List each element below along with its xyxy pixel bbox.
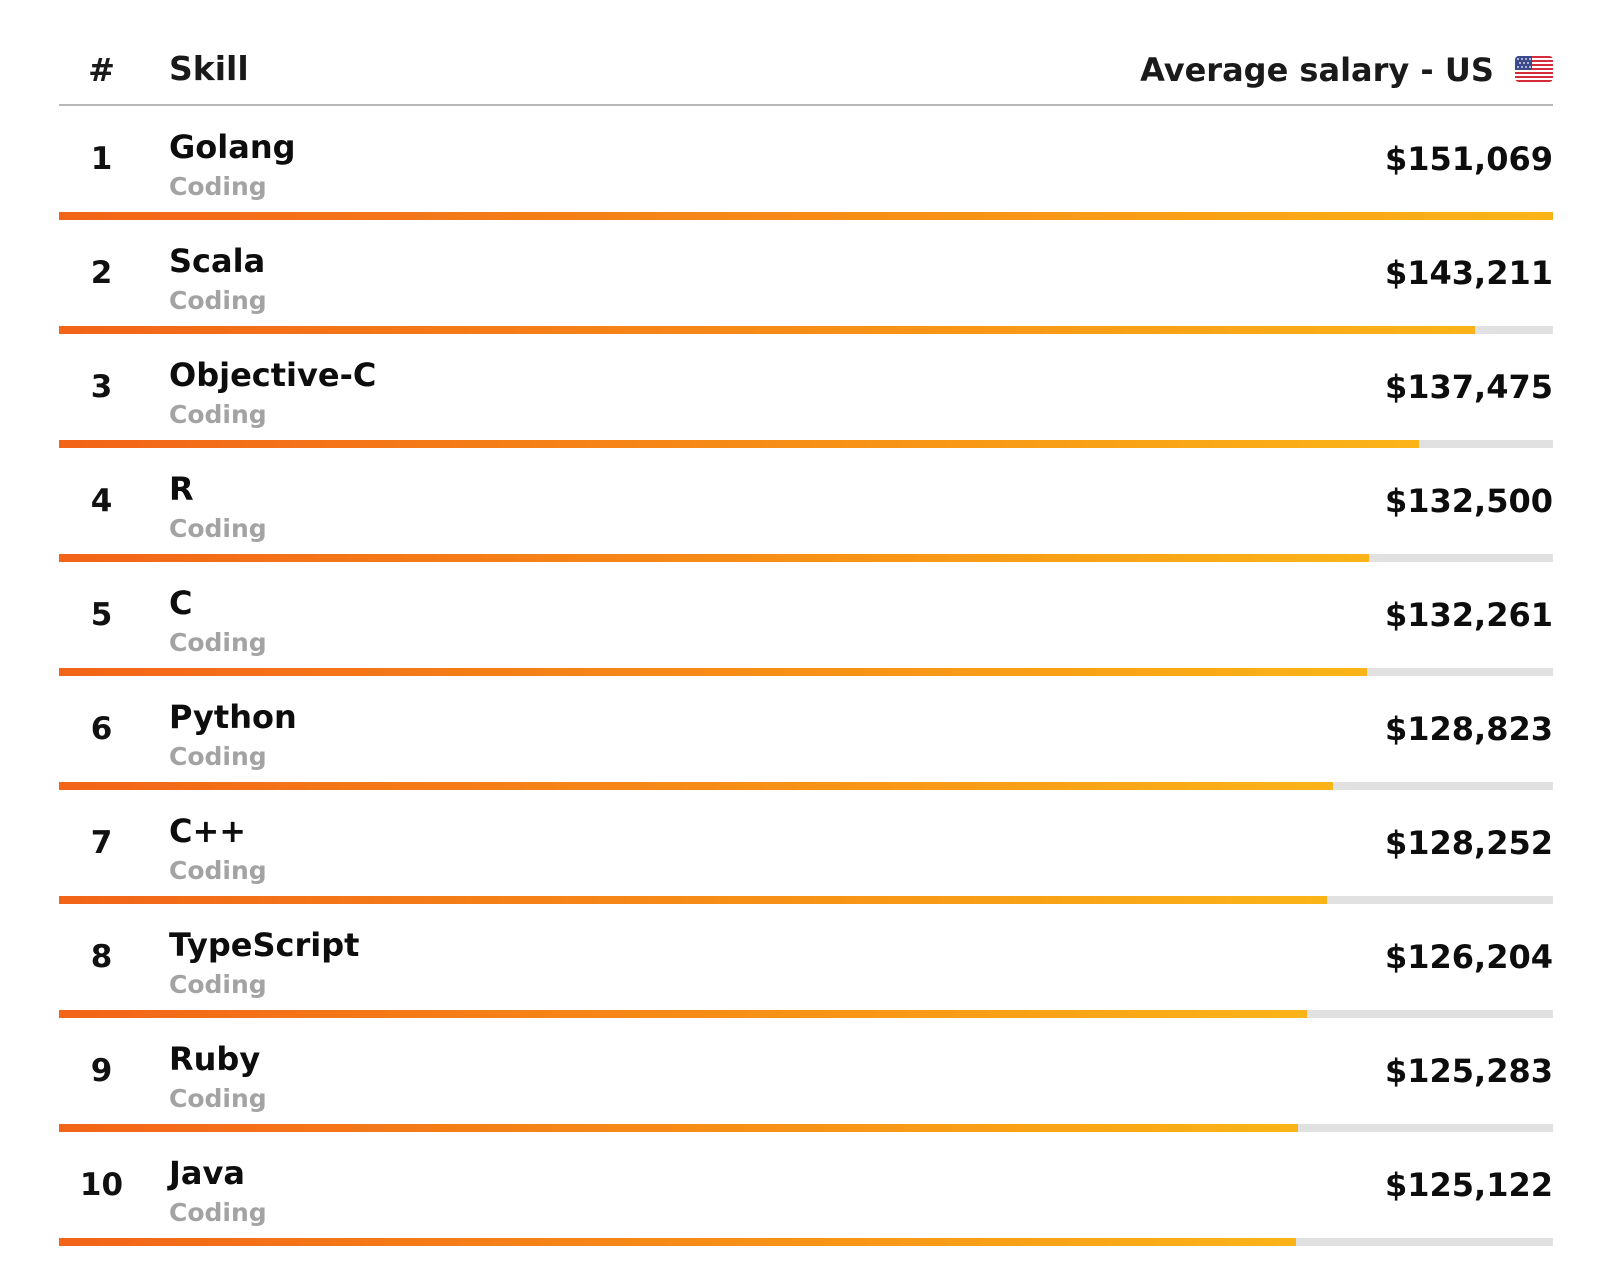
salary-bar-track [59, 1238, 1553, 1246]
skill-category: Coding [169, 856, 267, 885]
table-header: # Skill Average salary - US [59, 0, 1553, 106]
salary-column-header-label: Average salary - US [1140, 51, 1494, 89]
skill-name: Golang [169, 128, 296, 166]
rank-number: 8 [90, 939, 113, 975]
skill-category: Coding [169, 514, 267, 543]
salary-value: $137,475 [1384, 368, 1553, 406]
salary-bar-track [59, 782, 1553, 790]
skill-category: Coding [169, 970, 267, 999]
skill-name: Java [169, 1154, 245, 1192]
rank-number: 6 [90, 711, 113, 747]
rank-number: 2 [90, 255, 113, 291]
salary-bar [59, 1124, 1298, 1132]
table-row: 8 TypeScript Coding $126,204 [59, 904, 1553, 1018]
table-row: 4 R Coding $132,500 [59, 448, 1553, 562]
skill-name: Python [169, 698, 297, 736]
salary-value: $132,500 [1384, 482, 1553, 520]
salary-bar [59, 440, 1419, 448]
rank-number: 4 [90, 483, 113, 519]
salary-bar [59, 1010, 1308, 1018]
rank-number: 9 [90, 1053, 113, 1089]
rank-number: 3 [90, 369, 113, 405]
salary-bar-track [59, 212, 1553, 220]
salary-value: $128,252 [1384, 824, 1553, 862]
skill-category: Coding [169, 286, 267, 315]
salary-value: $143,211 [1384, 254, 1553, 292]
salary-table: # Skill Average salary - US [59, 0, 1553, 1246]
salary-value: $132,261 [1384, 596, 1553, 634]
salary-value: $151,069 [1384, 140, 1553, 178]
salary-bar-track [59, 1124, 1553, 1132]
skill-column-header: Skill [169, 49, 249, 88]
salary-bar [59, 326, 1476, 334]
table-row: 1 Golang Coding $151,069 [59, 106, 1553, 220]
skill-category: Coding [169, 1084, 267, 1113]
us-flag-icon [1515, 56, 1553, 82]
rank-number: 5 [90, 597, 113, 633]
table-row: 5 C Coding $132,261 [59, 562, 1553, 676]
salary-bar-track [59, 554, 1553, 562]
skill-category: Coding [169, 400, 267, 429]
salary-bar-track [59, 1010, 1553, 1018]
salary-bar [59, 212, 1553, 220]
salary-bar [59, 782, 1333, 790]
skill-name: Ruby [169, 1040, 261, 1078]
skill-name: TypeScript [169, 926, 360, 964]
salary-bar-track [59, 326, 1553, 334]
salary-value: $125,283 [1384, 1052, 1553, 1090]
table-row: 10 Java Coding $125,122 [59, 1132, 1553, 1246]
salary-bar-track [59, 668, 1553, 676]
skill-category: Coding [169, 172, 267, 201]
table-row: 3 Objective-C Coding $137,475 [59, 334, 1553, 448]
rank-number: 10 [79, 1167, 124, 1203]
skill-name: Scala [169, 242, 266, 280]
skill-name: C [169, 584, 193, 622]
skill-name: C++ [169, 812, 247, 850]
table-row: 6 Python Coding $128,823 [59, 676, 1553, 790]
salary-value: $125,122 [1384, 1166, 1553, 1204]
rank-number: 1 [90, 141, 113, 177]
salary-bar [59, 1238, 1297, 1246]
skill-category: Coding [169, 628, 267, 657]
salary-bar-track [59, 896, 1553, 904]
skill-category: Coding [169, 742, 267, 771]
table-row: 2 Scala Coding $143,211 [59, 220, 1553, 334]
salary-value: $126,204 [1384, 938, 1553, 976]
skill-name: R [169, 470, 194, 508]
rank-number: 7 [90, 825, 113, 861]
table-row: 9 Ruby Coding $125,283 [59, 1018, 1553, 1132]
table-row: 7 C++ Coding $128,252 [59, 790, 1553, 904]
skill-category: Coding [169, 1198, 267, 1227]
salary-bar [59, 554, 1370, 562]
salary-bar [59, 896, 1328, 904]
salary-value: $128,823 [1384, 710, 1553, 748]
table-body: 1 Golang Coding $151,069 2 Scala Coding … [59, 106, 1553, 1246]
salary-bar-track [59, 440, 1553, 448]
skill-name: Objective-C [169, 356, 377, 394]
salary-bar [59, 668, 1367, 676]
rank-column-header: # [88, 51, 115, 89]
salary-column-header: Average salary - US [1140, 51, 1553, 89]
